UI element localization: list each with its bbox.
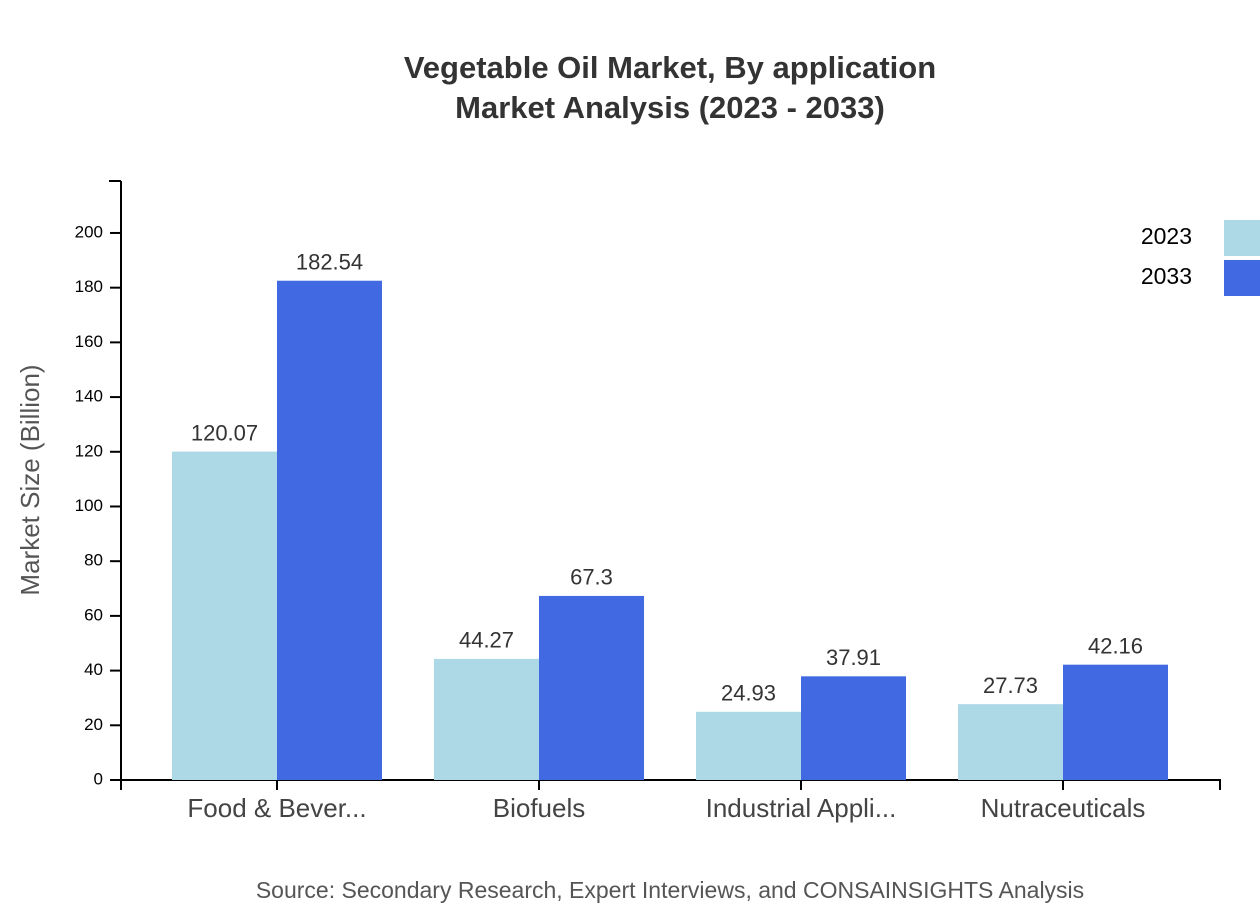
value-label: 120.07 — [191, 420, 258, 445]
value-label: 182.54 — [296, 250, 363, 275]
value-label: 42.16 — [1088, 633, 1143, 658]
y-tick-label: 160 — [75, 332, 103, 351]
y-axis-title: Market Size (Billion) — [15, 364, 45, 595]
y-tick-label: 20 — [84, 715, 103, 734]
legend-label: 2033 — [1141, 263, 1192, 289]
bar — [434, 658, 539, 780]
bar — [958, 704, 1063, 780]
legend-swatch — [1224, 260, 1260, 296]
value-label: 37.91 — [826, 645, 881, 670]
x-tick-label: Biofuels — [493, 793, 586, 823]
source-note: Source: Secondary Research, Expert Inter… — [256, 877, 1084, 903]
y-tick-label: 60 — [84, 605, 103, 624]
value-label: 27.73 — [983, 673, 1038, 698]
y-tick-label: 180 — [75, 277, 103, 296]
y-tick-label: 200 — [75, 222, 103, 241]
chart-subtitle: Market Analysis (2023 - 2033) — [455, 90, 885, 125]
y-tick-label: 100 — [75, 496, 103, 515]
x-tick-label: Industrial Appli... — [706, 793, 897, 823]
value-label: 44.27 — [459, 628, 514, 653]
y-tick-label: 140 — [75, 387, 103, 406]
legend-label: 2023 — [1141, 223, 1192, 249]
chart-title: Vegetable Oil Market, By application — [404, 50, 936, 85]
value-label: 67.3 — [570, 565, 613, 590]
y-tick-label: 40 — [84, 660, 103, 679]
y-tick-label: 120 — [75, 441, 103, 460]
bar — [696, 711, 801, 780]
legend-swatch — [1224, 220, 1260, 256]
x-tick-label: Nutraceuticals — [981, 793, 1146, 823]
value-label: 24.93 — [721, 681, 776, 706]
x-tick-label: Food & Bever... — [187, 793, 366, 823]
bar — [1063, 664, 1168, 780]
y-tick-label: 0 — [94, 769, 103, 788]
bar — [801, 676, 906, 780]
y-tick-label: 80 — [84, 551, 103, 570]
bar — [277, 280, 382, 780]
bar — [172, 451, 277, 780]
bar — [539, 595, 644, 780]
